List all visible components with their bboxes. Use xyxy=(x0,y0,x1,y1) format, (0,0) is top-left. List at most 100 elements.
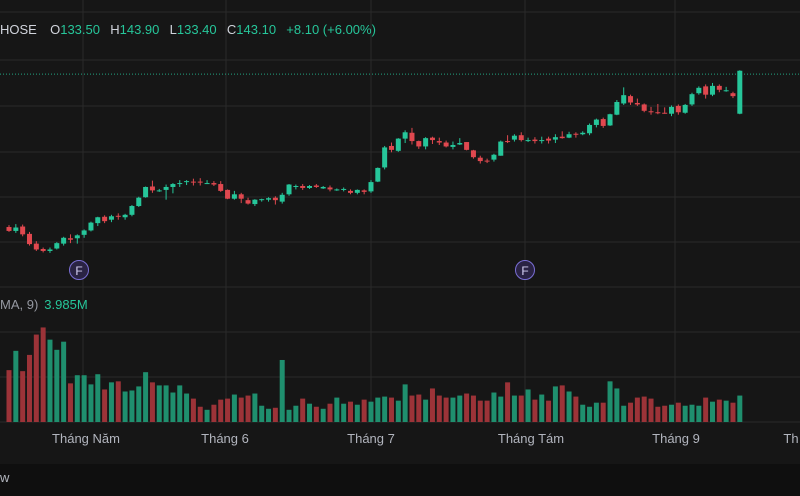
candle-body xyxy=(723,90,729,92)
candle xyxy=(13,224,19,233)
candle xyxy=(443,140,449,148)
candle xyxy=(361,189,367,195)
volume-bar xyxy=(580,404,586,422)
candle-body xyxy=(354,189,360,193)
candle xyxy=(102,215,108,224)
candle-body xyxy=(662,112,668,114)
candle-body xyxy=(641,104,647,111)
candle-body xyxy=(696,87,702,94)
candle xyxy=(593,118,599,128)
candle xyxy=(211,181,217,186)
x-tick-label: Tháng Năm xyxy=(52,431,120,446)
volume-bar xyxy=(334,397,340,422)
candle-body xyxy=(170,184,176,187)
candle xyxy=(491,153,497,162)
volume-bar xyxy=(156,385,162,422)
candle xyxy=(450,141,456,150)
candle-body xyxy=(272,197,278,201)
volume-bars xyxy=(6,327,743,422)
candle xyxy=(498,140,504,156)
volume-bar xyxy=(190,398,196,422)
candle-body xyxy=(505,141,511,143)
candle-body xyxy=(730,93,736,97)
candle xyxy=(641,103,647,113)
volume-bar xyxy=(67,383,73,422)
candle-body xyxy=(300,186,306,188)
candle-body xyxy=(621,95,627,104)
volume-bar xyxy=(102,389,108,422)
candle-body xyxy=(600,119,606,126)
candle xyxy=(313,184,319,188)
volume-bar xyxy=(33,334,39,422)
volume-bar xyxy=(108,382,114,422)
candle xyxy=(348,189,353,195)
candle xyxy=(156,188,162,192)
candle-body xyxy=(457,143,463,145)
volume-bar xyxy=(566,391,572,422)
x-tick-label: Tháng Tám xyxy=(497,431,565,446)
chart-grid xyxy=(0,0,800,423)
candle xyxy=(546,136,552,144)
event-badge-f-1[interactable]: F xyxy=(69,260,89,280)
candle-body xyxy=(143,186,149,198)
volume-bar xyxy=(737,395,743,422)
candle-body xyxy=(429,137,435,141)
candle-body xyxy=(115,215,121,217)
candle-body xyxy=(6,227,12,231)
volume-bar xyxy=(436,395,442,422)
volume-bar xyxy=(648,398,654,422)
candle xyxy=(81,229,87,238)
volume-bar xyxy=(723,400,729,422)
candle xyxy=(477,155,483,164)
candle-body xyxy=(81,230,87,235)
volume-bar xyxy=(675,402,681,422)
candle xyxy=(238,192,244,204)
volume-bar xyxy=(279,359,285,422)
event-badge-f-2[interactable]: F xyxy=(515,260,535,280)
candle-body xyxy=(450,144,456,147)
candle xyxy=(375,167,381,183)
candle-body xyxy=(443,142,449,147)
candle-body xyxy=(464,142,470,150)
volume-bar xyxy=(163,385,169,422)
volume-bar xyxy=(682,405,688,422)
candle-body xyxy=(341,188,347,190)
candle-body xyxy=(368,182,374,192)
candle-body xyxy=(423,138,429,147)
volume-bar xyxy=(54,349,60,422)
volume-bar xyxy=(231,394,237,422)
open-value: 133.50 xyxy=(60,22,100,37)
candle-body xyxy=(225,189,231,199)
candle xyxy=(484,158,490,164)
volume-bar xyxy=(559,385,565,422)
candle-body xyxy=(334,189,340,191)
volume-bar xyxy=(320,408,326,422)
candlestick-series[interactable] xyxy=(6,70,743,253)
price-chart[interactable] xyxy=(0,0,800,464)
candle xyxy=(628,94,634,105)
candle xyxy=(457,138,463,145)
volume-bar xyxy=(689,404,695,422)
candle-body xyxy=(539,140,545,142)
candle xyxy=(245,197,251,205)
candle-body xyxy=(307,186,313,188)
candle xyxy=(737,70,743,115)
volume-bar xyxy=(477,400,483,422)
candle xyxy=(436,137,442,145)
candle-body xyxy=(552,137,558,140)
volume-bar xyxy=(313,406,319,422)
volume-bar xyxy=(259,405,265,422)
x-tick-label: Th xyxy=(783,431,799,446)
candle xyxy=(170,183,176,194)
candle-body xyxy=(20,226,26,235)
candle xyxy=(74,234,80,244)
candle-body xyxy=(47,249,53,251)
candle xyxy=(655,103,661,115)
high-value: 143.90 xyxy=(119,22,160,37)
candle xyxy=(136,196,142,207)
candle xyxy=(614,100,620,116)
candle-body xyxy=(348,190,353,193)
candle xyxy=(395,138,401,152)
candle xyxy=(122,213,128,220)
candle xyxy=(266,197,272,202)
